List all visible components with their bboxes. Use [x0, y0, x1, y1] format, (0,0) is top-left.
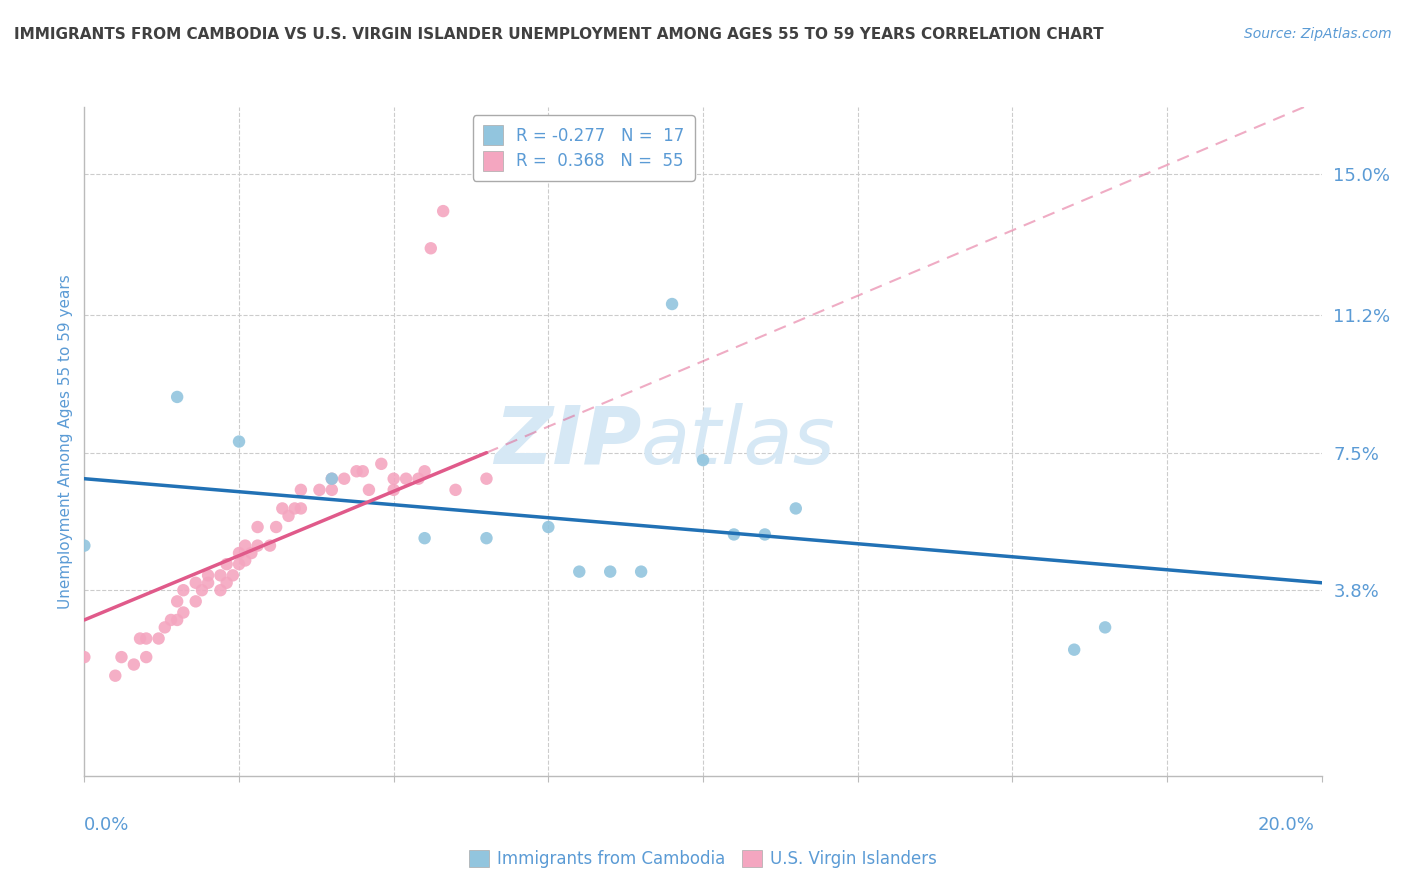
Point [228, 434, 250, 449]
Point [135, 632, 157, 646]
Point [661, 297, 683, 311]
Point [166, 594, 188, 608]
Point [215, 557, 238, 572]
Point [692, 453, 714, 467]
Point [215, 575, 238, 590]
Point [166, 390, 188, 404]
Legend: R = -0.277   N =  17, R =  0.368   N =  55: R = -0.277 N = 17, R = 0.368 N = 55 [472, 115, 695, 180]
Point [184, 575, 207, 590]
Text: Source: ZipAtlas.com: Source: ZipAtlas.com [1244, 27, 1392, 41]
Point [277, 508, 299, 523]
Point [259, 539, 281, 553]
Point [160, 613, 183, 627]
Point [754, 527, 776, 541]
Point [153, 620, 176, 634]
Point [228, 557, 250, 572]
Point [382, 472, 405, 486]
Point [233, 539, 256, 553]
Point [1094, 620, 1116, 634]
Point [444, 483, 467, 497]
Point [222, 568, 245, 582]
Point [166, 613, 188, 627]
Legend: Immigrants from Cambodia, U.S. Virgin Islanders: Immigrants from Cambodia, U.S. Virgin Is… [463, 843, 943, 875]
Point [197, 568, 219, 582]
Point [308, 483, 330, 497]
Text: 0.0%: 0.0% [84, 816, 129, 834]
Point [240, 546, 263, 560]
Point [352, 464, 374, 478]
Point [630, 565, 652, 579]
Point [197, 575, 219, 590]
Point [475, 531, 498, 545]
Point [321, 483, 343, 497]
Point [413, 531, 436, 545]
Point [104, 669, 127, 683]
Point [209, 568, 232, 582]
Text: 20.0%: 20.0% [1258, 816, 1315, 834]
Point [370, 457, 392, 471]
Point [321, 472, 343, 486]
Point [122, 657, 145, 672]
Y-axis label: Unemployment Among Ages 55 to 59 years: Unemployment Among Ages 55 to 59 years [58, 274, 73, 609]
Point [172, 583, 194, 598]
Text: atlas: atlas [641, 402, 837, 481]
Point [228, 546, 250, 560]
Point [271, 501, 294, 516]
Point [148, 632, 170, 646]
Point [290, 501, 312, 516]
Point [246, 520, 269, 534]
Point [382, 483, 405, 497]
Point [408, 472, 430, 486]
Point [333, 472, 356, 486]
Point [785, 501, 807, 516]
Point [357, 483, 380, 497]
Point [73, 650, 96, 665]
Point [110, 650, 132, 665]
Text: ZIP: ZIP [494, 402, 641, 481]
Point [290, 483, 312, 497]
Point [321, 472, 343, 486]
Point [395, 472, 418, 486]
Point [184, 594, 207, 608]
Point [1063, 642, 1085, 657]
Point [73, 539, 96, 553]
Point [419, 241, 441, 255]
Text: IMMIGRANTS FROM CAMBODIA VS U.S. VIRGIN ISLANDER UNEMPLOYMENT AMONG AGES 55 TO 5: IMMIGRANTS FROM CAMBODIA VS U.S. VIRGIN … [14, 27, 1104, 42]
Point [135, 650, 157, 665]
Point [129, 632, 152, 646]
Point [264, 520, 287, 534]
Point [209, 583, 232, 598]
Point [284, 501, 307, 516]
Point [346, 464, 368, 478]
Point [233, 553, 256, 567]
Point [475, 472, 498, 486]
Point [413, 464, 436, 478]
Point [568, 565, 591, 579]
Point [599, 565, 621, 579]
Point [246, 539, 269, 553]
Point [172, 606, 194, 620]
Point [191, 583, 214, 598]
Point [537, 520, 560, 534]
Point [723, 527, 745, 541]
Point [432, 204, 454, 219]
